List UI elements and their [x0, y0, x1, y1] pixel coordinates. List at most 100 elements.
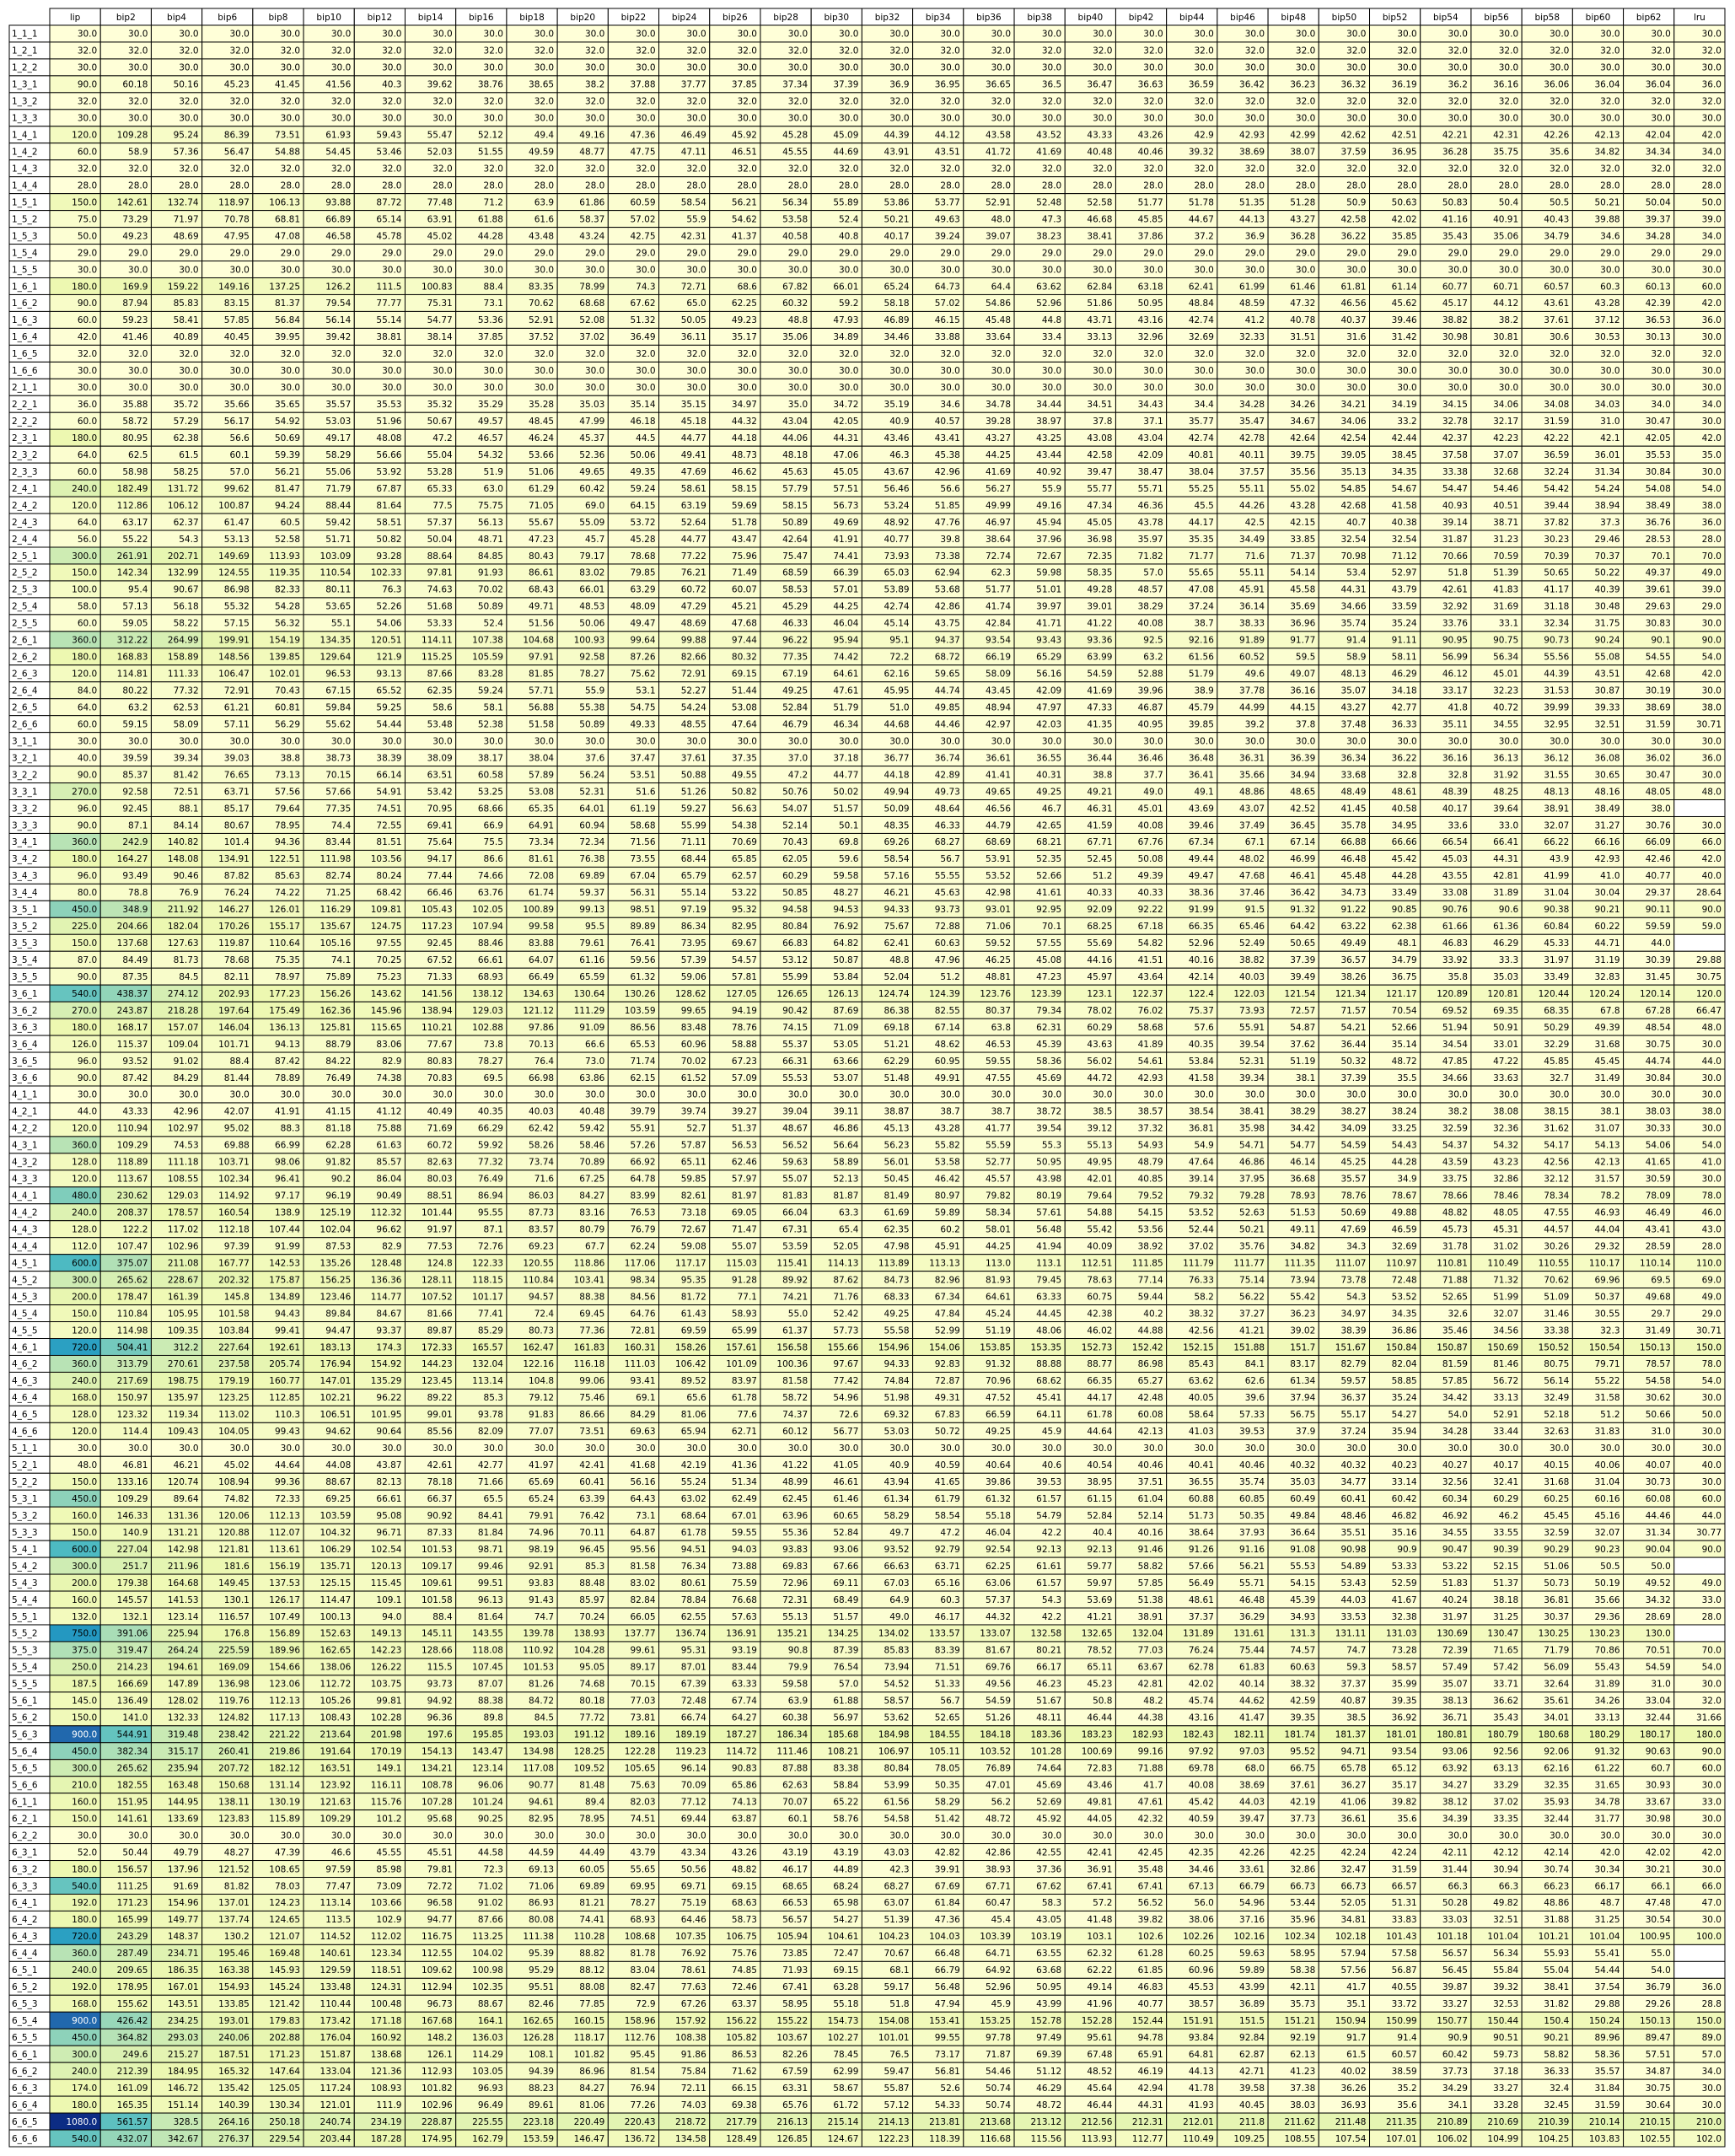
- cell-value: 50.21: [1595, 197, 1620, 207]
- cell-value: 45.63: [935, 888, 960, 898]
- cell-value: 57.16: [884, 871, 910, 881]
- cell-value: 29.0: [534, 248, 554, 258]
- cell-value: 40.93: [1442, 501, 1468, 511]
- cell-value: 81.44: [224, 1073, 250, 1083]
- cell-value: 56.16: [1036, 669, 1061, 680]
- cell-value: 30.0: [1397, 30, 1416, 40]
- cell-value: 56.01: [884, 1158, 910, 1168]
- cell-value: 66.39: [833, 568, 858, 578]
- cell-value: 33.13: [1087, 332, 1112, 342]
- cell-value: 81.51: [376, 837, 401, 847]
- cell-value: 30.0: [534, 63, 554, 73]
- cell-value: 30.0: [991, 736, 1011, 746]
- cell-value: 102.88: [472, 1023, 503, 1033]
- cell-value: 32.0: [179, 97, 198, 107]
- cell-value: 30.0: [636, 265, 655, 275]
- cell-value: 55.62: [325, 719, 351, 729]
- cell-value: 34.06: [1340, 417, 1366, 427]
- cell-value: 70.1: [1651, 551, 1670, 562]
- cell-value: 68.43: [529, 585, 554, 595]
- cell-value: 49.65: [986, 787, 1011, 797]
- cell-value: 72.71: [681, 282, 706, 292]
- cell-value: 76.02: [1138, 1006, 1163, 1016]
- cell-value: 37.39: [833, 80, 858, 90]
- cell-value: 30.83: [1646, 619, 1671, 629]
- cell-value: 30.0: [788, 30, 808, 40]
- cell-value: 42.99: [1290, 131, 1315, 141]
- row-header-label: 3_4_2: [12, 854, 38, 864]
- cell-value: 69.67: [732, 938, 757, 949]
- cell-value: 47.68: [732, 619, 757, 629]
- cell-value: 59.23: [122, 315, 148, 325]
- cell-value: 50.21: [884, 214, 910, 224]
- row-header-label: 3_6_6: [12, 1073, 38, 1083]
- cell-value: 29.0: [585, 248, 604, 258]
- cell-value: 242.9: [122, 837, 148, 847]
- cell-value: 66.89: [325, 214, 351, 224]
- cell-value: 74.15: [782, 1023, 808, 1033]
- cell-value: 88.44: [325, 501, 351, 511]
- cell-value: 35.56: [1290, 467, 1315, 477]
- row-header-label: 2_6_1: [12, 636, 38, 646]
- cell-value: 122.37: [1132, 989, 1163, 999]
- cell-value: 142.34: [117, 568, 148, 578]
- cell-value: 56.34: [782, 197, 808, 207]
- cell-value: 99.64: [630, 636, 655, 646]
- cell-value: 96.41: [275, 1175, 300, 1185]
- cell-value: 42.65: [1036, 820, 1061, 831]
- cell-value: 67.7: [585, 1241, 604, 1251]
- cell-value: 100.89: [523, 905, 554, 915]
- row-header-label: 1_3_3: [12, 114, 38, 124]
- column-header-label: bip20: [570, 13, 595, 23]
- cell-value: 42.04: [1646, 131, 1671, 141]
- cell-value: 122.4: [1189, 989, 1214, 999]
- cell-value: 66.46: [427, 888, 453, 898]
- cell-value: 88.3: [281, 1124, 300, 1134]
- cell-value: 63.19: [681, 501, 706, 511]
- cell-value: 40.9: [889, 417, 909, 427]
- cell-value: 34.03: [1595, 400, 1620, 410]
- cell-value: 91.97: [427, 1224, 453, 1234]
- cell-value: 50.4: [1499, 197, 1519, 207]
- cell-value: 54.46: [1493, 484, 1518, 494]
- cell-value: 76.65: [224, 770, 250, 780]
- cell-value: 53.48: [427, 719, 453, 729]
- cell-value: 62.41: [884, 938, 910, 949]
- row-header-label: 1_4_1: [12, 131, 38, 141]
- cell-value: 274.12: [168, 989, 199, 999]
- cell-value: 60.42: [579, 484, 604, 494]
- cell-value: 44.77: [833, 770, 858, 780]
- cell-value: 33.92: [1442, 955, 1468, 965]
- cell-value: 59.39: [275, 450, 300, 460]
- cell-value: 30.0: [1550, 114, 1569, 124]
- cell-value: 32.0: [940, 46, 959, 56]
- cell-value: 33.64: [986, 332, 1011, 342]
- cell-value: 30.0: [78, 736, 97, 746]
- cell-value: 74.3: [636, 282, 655, 292]
- cell-value: 102.05: [472, 905, 503, 915]
- cell-value: 28.0: [940, 180, 959, 191]
- cell-value: 65.59: [579, 972, 604, 982]
- cell-value: 92.22: [1138, 905, 1163, 915]
- cell-value: 32.0: [1245, 349, 1265, 359]
- cell-value: 35.14: [1392, 1040, 1417, 1050]
- cell-value: 36.65: [986, 80, 1011, 90]
- cell-value: 47.64: [1189, 1158, 1214, 1168]
- cell-value: 108.55: [168, 1175, 199, 1185]
- cell-value: 38.81: [376, 332, 401, 342]
- cell-value: 57.02: [630, 214, 655, 224]
- cell-value: 30.0: [1296, 63, 1315, 73]
- cell-value: 32.0: [991, 97, 1011, 107]
- cell-value: 70.1: [1042, 922, 1061, 932]
- cell-value: 35.78: [1340, 820, 1366, 831]
- cell-value: 30.0: [1194, 383, 1213, 393]
- cell-value: 94.53: [833, 905, 858, 915]
- cell-value: 39.28: [986, 417, 1011, 427]
- cell-value: 67.76: [1138, 837, 1163, 847]
- cell-value: 137.25: [269, 282, 300, 292]
- cell-value: 30.0: [1397, 63, 1416, 73]
- cell-value: 33.4: [1042, 332, 1062, 342]
- cell-value: 40.39: [1595, 585, 1620, 595]
- cell-value: 30.0: [1499, 1090, 1518, 1100]
- cell-value: 32.0: [1346, 349, 1366, 359]
